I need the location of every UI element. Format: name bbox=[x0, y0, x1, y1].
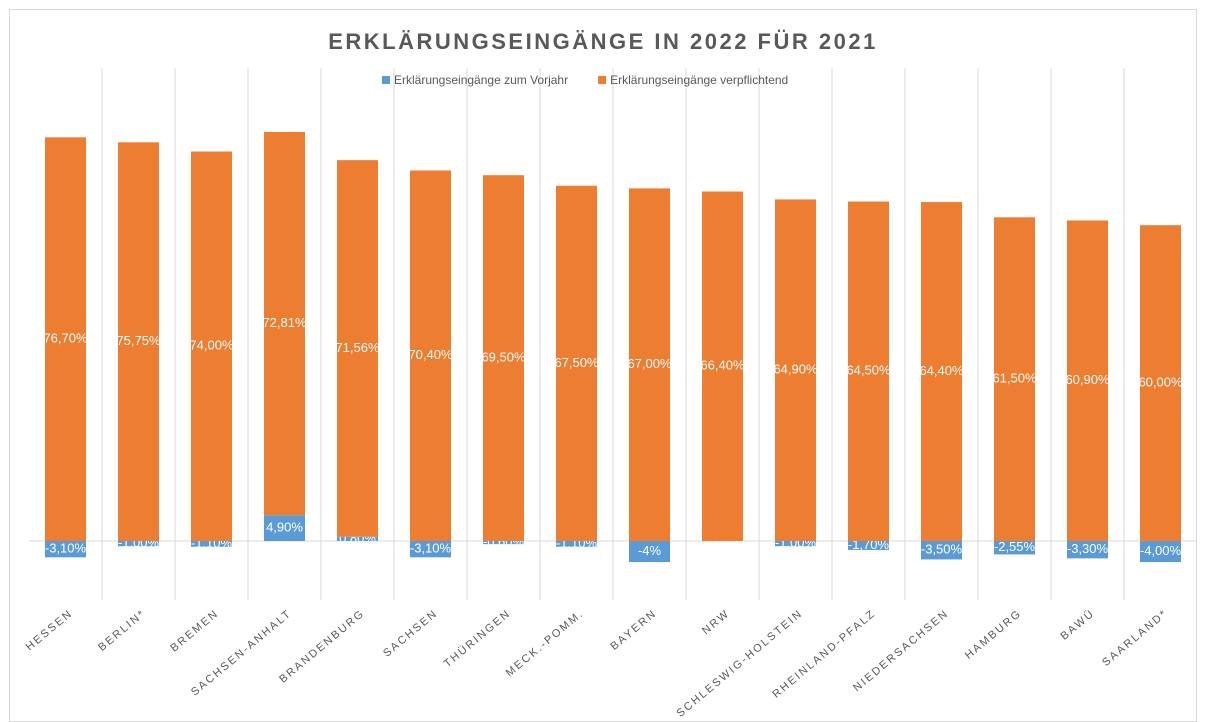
value-label: 64,50% bbox=[846, 363, 891, 378]
bar bbox=[264, 515, 305, 541]
bar bbox=[921, 202, 962, 542]
value-label: 66,40% bbox=[700, 358, 745, 373]
value-label: 61,50% bbox=[992, 371, 1037, 386]
value-label: -4,00% bbox=[1140, 543, 1182, 558]
bar bbox=[1140, 541, 1181, 563]
legend-label: Erklärungseingänge zum Vorjahr bbox=[394, 73, 568, 87]
value-label: -3,10% bbox=[410, 541, 452, 556]
value-label: 74,00% bbox=[189, 338, 234, 353]
bar bbox=[410, 541, 451, 558]
bar bbox=[264, 132, 305, 516]
bar bbox=[410, 170, 451, 541]
value-label: -3,30% bbox=[1067, 541, 1109, 556]
legend-swatch bbox=[382, 76, 390, 84]
bar bbox=[483, 175, 524, 542]
bar bbox=[1067, 220, 1108, 541]
value-label: 64,40% bbox=[919, 363, 964, 378]
bar bbox=[921, 541, 962, 560]
legend-swatch bbox=[598, 76, 607, 84]
value-label: 69,50% bbox=[481, 350, 526, 365]
value-label: 67,00% bbox=[627, 356, 672, 371]
value-label: 75,75% bbox=[116, 333, 161, 348]
value-label: 67,50% bbox=[554, 355, 599, 370]
bar bbox=[191, 151, 232, 542]
bar bbox=[994, 541, 1035, 555]
bar bbox=[1140, 225, 1181, 542]
bar bbox=[775, 541, 816, 547]
bar bbox=[483, 541, 524, 545]
value-label: -4% bbox=[638, 543, 662, 558]
value-label: 71,56% bbox=[335, 340, 380, 355]
bar bbox=[702, 191, 743, 542]
bar bbox=[994, 217, 1035, 541]
bar bbox=[629, 188, 670, 542]
bar bbox=[337, 536, 378, 541]
value-label: -3,50% bbox=[921, 542, 963, 557]
value-label: 64,90% bbox=[773, 362, 818, 377]
bar bbox=[45, 541, 86, 558]
value-label: 60,90% bbox=[1065, 372, 1110, 387]
chart-title: ERKLÄRUNGSEINGÄNGE IN 2022 FÜR 2021 bbox=[328, 29, 878, 54]
value-label: -2,55% bbox=[994, 539, 1036, 554]
legend-label: Erklärungseingänge verpflichtend bbox=[610, 73, 788, 87]
bar bbox=[629, 541, 670, 563]
bar bbox=[848, 541, 889, 550]
bar bbox=[1067, 541, 1108, 559]
bar bbox=[45, 137, 86, 541]
bar bbox=[191, 541, 232, 547]
bar bbox=[556, 541, 597, 547]
bar bbox=[556, 185, 597, 541]
value-label: 72,81% bbox=[262, 315, 307, 330]
bar bbox=[775, 199, 816, 541]
bar bbox=[118, 142, 159, 541]
value-label: 60,00% bbox=[1138, 375, 1183, 390]
value-label: 70,40% bbox=[408, 347, 453, 362]
bar bbox=[848, 201, 889, 542]
value-label: 4,90% bbox=[266, 520, 303, 535]
bar bbox=[337, 160, 378, 537]
bar bbox=[118, 541, 159, 547]
value-label: 76,70% bbox=[43, 331, 88, 346]
value-label: -3,10% bbox=[45, 541, 87, 556]
